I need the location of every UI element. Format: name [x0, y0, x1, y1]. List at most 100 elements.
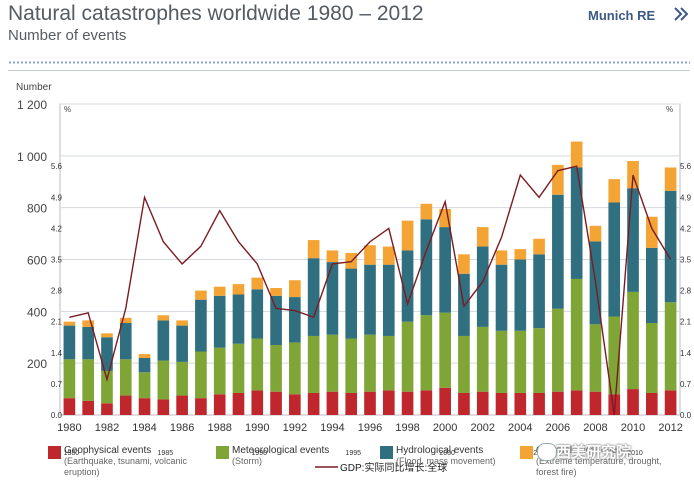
bar-hydrological-events	[101, 337, 113, 371]
bar-geophysical-events	[401, 391, 414, 415]
chart-title: Natural catastrophes worldwide 1980 – 20…	[8, 2, 424, 25]
bar-hydrological-events	[251, 289, 264, 339]
bar-hydrological-events	[476, 246, 489, 327]
bar-hydrological-events	[289, 297, 301, 343]
bar-meteorological-events	[627, 291, 639, 390]
x-tick-label: 1992	[283, 422, 307, 434]
x-tick-label: 1990	[245, 422, 269, 434]
bar-climatological-events	[213, 286, 226, 296]
right-tick-label: 3.5	[680, 256, 692, 265]
y-tick-label: 800	[27, 202, 47, 216]
bar-geophysical-events	[664, 390, 677, 415]
bar-geophysical-events	[176, 395, 188, 415]
legend-title: Meteorological events	[232, 445, 330, 456]
bar-climatological-events	[627, 161, 639, 189]
bar-meteorological-events	[195, 351, 207, 399]
bar-climatological-events	[251, 277, 264, 290]
bar-geophysical-events	[270, 391, 282, 415]
right-tick-label: 2.1	[680, 318, 692, 327]
bar-meteorological-events	[552, 308, 564, 392]
x-tick-label: 1998	[395, 422, 419, 434]
bar-climatological-events	[138, 354, 151, 358]
bar-meteorological-events	[439, 312, 451, 388]
bar-hydrological-events	[232, 294, 245, 344]
bar-geophysical-events	[157, 399, 170, 415]
watermark: 西美研究院	[556, 444, 632, 461]
bar-geophysical-events	[570, 390, 583, 415]
bar-meteorological-events	[495, 330, 508, 393]
bar-climatological-events	[495, 250, 508, 265]
bar-hydrological-events	[345, 268, 358, 339]
bar-geophysical-events	[138, 398, 151, 415]
right-tick-label: 5.6	[680, 162, 692, 171]
x-tick-label: 1982	[95, 422, 119, 434]
bar-climatological-events	[364, 245, 376, 265]
bar-meteorological-events	[289, 342, 301, 395]
x-tick-label: 1994	[320, 422, 344, 434]
right-tick-label: 0.0	[680, 411, 692, 420]
legend-label: Geophysical events (Earthquake, tsunami, …	[64, 445, 204, 478]
brand-logo-text: Munich RE	[588, 8, 656, 23]
legend-swatch	[380, 446, 393, 459]
y-tick-label: 400	[27, 305, 47, 319]
overlay-x-tick-label: 1980	[64, 450, 80, 457]
bar-meteorological-events	[307, 335, 320, 393]
bar-hydrological-events	[138, 357, 151, 373]
bar-climatological-events	[326, 250, 339, 263]
bar-meteorological-events	[645, 322, 658, 393]
bar-geophysical-events	[420, 390, 433, 415]
left-gdp-tick-label: 0.7	[51, 380, 63, 389]
legend-swatch	[216, 446, 229, 459]
y-tick-label: 1 000	[17, 150, 47, 164]
bar-geophysical-events	[458, 392, 470, 415]
right-tick-label: 1.4	[680, 349, 692, 358]
y-axis-label: Number	[16, 82, 52, 93]
bar-meteorological-events	[345, 338, 358, 393]
bar-climatological-events	[382, 246, 395, 265]
bar-geophysical-events	[645, 392, 658, 415]
y-tick-label: 1 200	[17, 98, 47, 112]
bar-meteorological-events	[664, 302, 677, 391]
bar-hydrological-events	[533, 254, 545, 329]
bar-climatological-events	[307, 240, 320, 259]
x-tick-label: 2012	[658, 422, 682, 434]
bar-meteorological-events	[420, 315, 433, 391]
overlay-x-tick-label: 1985	[158, 450, 174, 457]
bar-hydrological-events	[270, 295, 282, 346]
bar-climatological-events	[608, 179, 621, 203]
chart-subtitle: Number of events	[8, 27, 127, 44]
legend-desc: (Flood, mass movement)	[396, 456, 496, 466]
legend-label: Meteorological events (Storm)	[232, 445, 372, 467]
bar-meteorological-events	[251, 338, 264, 391]
x-tick-label: 2006	[546, 422, 570, 434]
bar-meteorological-events	[458, 335, 470, 393]
bar-geophysical-events	[345, 392, 358, 415]
x-tick-label: 2004	[508, 422, 532, 434]
legend-title: Climatological events	[536, 445, 631, 456]
bar-meteorological-events	[589, 324, 602, 392]
bar-climatological-events	[570, 141, 583, 168]
legend-desc: (Extreme temperature, drought, forest fi…	[536, 456, 662, 477]
bar-meteorological-events	[270, 345, 282, 392]
overlay-x-tick-label: 1990	[251, 450, 267, 457]
right-tick-label: 0.7	[680, 380, 692, 389]
y-tick-label: 200	[27, 357, 47, 371]
bar-geophysical-events	[495, 392, 508, 415]
bar-meteorological-events	[364, 334, 376, 392]
bar-hydrological-events	[176, 325, 188, 362]
left-gdp-tick-label: 4.9	[51, 193, 63, 202]
right-tick-label: 4.9	[680, 193, 692, 202]
left-gdp-tick-label: 1.4	[51, 349, 63, 358]
overlay-x-tick-label: 2010	[627, 450, 643, 457]
bar-meteorological-events	[382, 335, 395, 391]
bar-meteorological-events	[514, 330, 527, 393]
bar-meteorological-events	[101, 370, 113, 404]
bar-climatological-events	[101, 333, 113, 338]
bar-hydrological-events	[664, 190, 677, 303]
bar-climatological-events	[664, 167, 677, 191]
bar-climatological-events	[533, 238, 545, 255]
bar-meteorological-events	[63, 359, 76, 399]
bar-geophysical-events	[439, 387, 451, 415]
bar-climatological-events	[589, 225, 602, 242]
bar-hydrological-events	[570, 167, 583, 279]
